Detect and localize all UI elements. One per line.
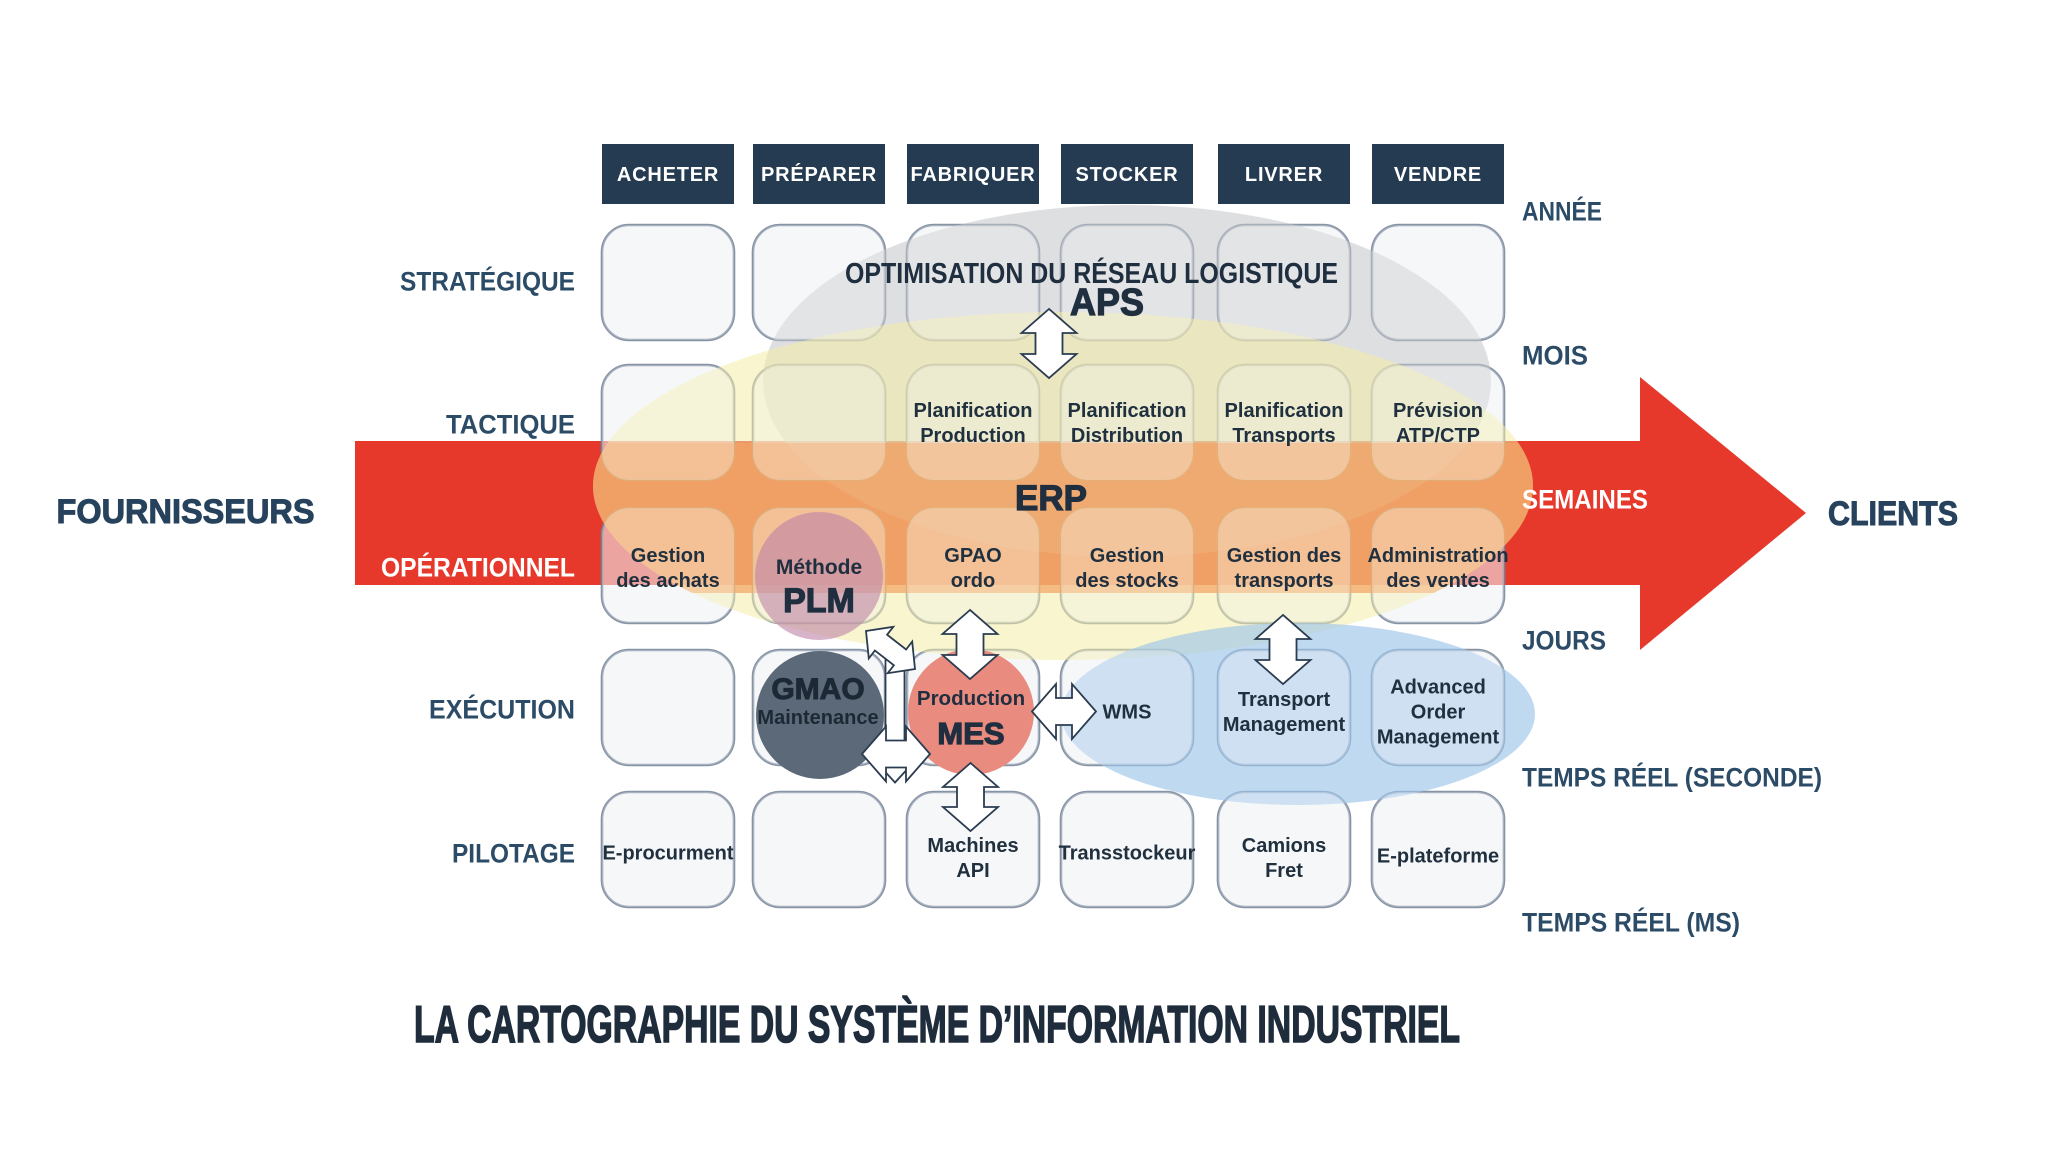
svg-text:ERP: ERP — [1015, 479, 1087, 518]
svg-text:API: API — [956, 860, 989, 882]
svg-text:Fret: Fret — [1265, 860, 1303, 882]
svg-text:des achats: des achats — [616, 570, 719, 592]
svg-text:Transport: Transport — [1238, 689, 1331, 711]
svg-text:OPÉRATIONNEL: OPÉRATIONNEL — [381, 552, 575, 583]
svg-text:MOIS: MOIS — [1522, 341, 1588, 371]
svg-text:APS: APS — [1070, 282, 1144, 324]
svg-text:Planification: Planification — [1225, 400, 1344, 422]
svg-text:Production: Production — [917, 687, 1025, 710]
svg-text:Machines: Machines — [927, 835, 1018, 857]
svg-text:Camions: Camions — [1242, 835, 1326, 857]
svg-text:Order: Order — [1411, 702, 1466, 724]
svg-text:GPAO: GPAO — [944, 545, 1001, 567]
svg-text:ordo: ordo — [951, 570, 995, 592]
svg-text:des stocks: des stocks — [1075, 570, 1178, 592]
svg-text:EXÉCUTION: EXÉCUTION — [429, 694, 575, 725]
svg-text:MES: MES — [937, 716, 1004, 751]
svg-text:Management: Management — [1223, 714, 1346, 736]
svg-text:STRATÉGIQUE: STRATÉGIQUE — [400, 266, 575, 297]
svg-text:TEMPS RÉEL (SECONDE): TEMPS RÉEL (SECONDE) — [1522, 762, 1822, 793]
svg-text:STOCKER: STOCKER — [1075, 164, 1178, 186]
svg-text:Administration: Administration — [1367, 545, 1508, 567]
svg-text:transports: transports — [1235, 570, 1334, 592]
svg-text:Transstockeur: Transstockeur — [1059, 843, 1196, 865]
svg-text:Production: Production — [920, 425, 1026, 447]
svg-text:PILOTAGE: PILOTAGE — [452, 839, 575, 869]
svg-text:WMS: WMS — [1103, 702, 1152, 724]
svg-text:Méthode: Méthode — [776, 556, 862, 579]
svg-text:Gestion des: Gestion des — [1227, 545, 1341, 567]
svg-text:Management: Management — [1377, 727, 1500, 749]
svg-text:CLIENTS: CLIENTS — [1828, 495, 1958, 533]
svg-text:LIVRER: LIVRER — [1245, 164, 1323, 186]
svg-text:VENDRE: VENDRE — [1394, 164, 1482, 186]
svg-text:Planification: Planification — [1068, 400, 1187, 422]
svg-text:Distribution: Distribution — [1071, 425, 1183, 447]
svg-text:TEMPS RÉEL (MS): TEMPS RÉEL (MS) — [1522, 907, 1740, 938]
svg-text:PRÉPARER: PRÉPARER — [761, 163, 877, 186]
svg-text:Transports: Transports — [1232, 425, 1335, 447]
svg-text:TACTIQUE: TACTIQUE — [446, 410, 575, 440]
svg-text:LA CARTOGRAPHIE DU SYSTÈME D’I: LA CARTOGRAPHIE DU SYSTÈME D’INFORMATION… — [414, 996, 1460, 1054]
svg-text:OPTIMISATION DU RÉSEAU LOGISTI: OPTIMISATION DU RÉSEAU LOGISTIQUE — [845, 258, 1338, 290]
svg-text:ATP/CTP: ATP/CTP — [1396, 425, 1480, 447]
svg-text:Advanced: Advanced — [1390, 677, 1486, 699]
svg-text:Gestion: Gestion — [1090, 545, 1164, 567]
svg-text:des ventes: des ventes — [1386, 570, 1489, 592]
svg-text:JOURS: JOURS — [1522, 626, 1606, 656]
svg-text:Maintenance: Maintenance — [757, 707, 878, 729]
svg-text:PLM: PLM — [783, 582, 855, 620]
svg-text:Prévision: Prévision — [1393, 400, 1483, 422]
svg-text:FOURNISSEURS: FOURNISSEURS — [57, 493, 315, 531]
svg-text:E-plateforme: E-plateforme — [1377, 846, 1499, 868]
svg-text:Gestion: Gestion — [631, 545, 705, 567]
svg-text:ACHETER: ACHETER — [617, 164, 719, 186]
svg-text:GMAO: GMAO — [771, 673, 864, 706]
svg-text:Planification: Planification — [914, 400, 1033, 422]
svg-text:ANNÉE: ANNÉE — [1522, 196, 1602, 227]
svg-text:SEMAINES: SEMAINES — [1522, 485, 1648, 515]
svg-text:E-procurment: E-procurment — [602, 843, 733, 865]
svg-text:FABRIQUER: FABRIQUER — [911, 164, 1036, 186]
